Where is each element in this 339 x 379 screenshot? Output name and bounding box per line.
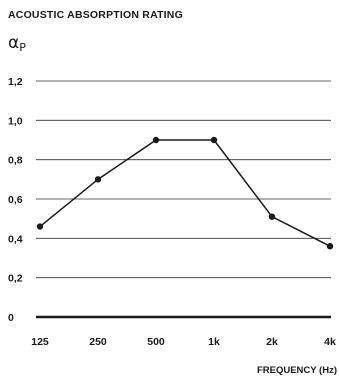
grid-lines <box>36 80 331 319</box>
y-tick-label: 1,2 <box>8 76 23 88</box>
data-point <box>268 213 276 220</box>
x-tick-label: 250 <box>89 336 107 348</box>
y-tick-label: 0,8 <box>8 155 23 167</box>
x-axis-label: FREQUENCY (Hz) <box>257 365 337 376</box>
data-point <box>152 136 160 144</box>
x-tick-label: 1k <box>208 336 220 348</box>
y-tick-label: 0,6 <box>8 194 23 206</box>
data-point <box>210 136 218 144</box>
x-tick-label: 125 <box>31 336 49 348</box>
y-tick-label: 0,4 <box>8 233 23 245</box>
x-tick-label: 500 <box>147 336 165 348</box>
y-tick-label: 0 <box>8 312 14 324</box>
y-axis-unit-main: α <box>8 33 19 53</box>
y-tick-label: 1,0 <box>8 115 23 127</box>
chart-title: ACOUSTIC ABSORPTION RATING <box>8 9 183 21</box>
y-axis-unit-sub: P <box>19 41 26 54</box>
series-line <box>39 139 331 247</box>
y-axis-unit-label: αP <box>8 33 26 54</box>
y-tick-label: 0,2 <box>8 273 23 285</box>
y-axis-ticks: 0 0,2 0,4 0,6 0,8 1,0 1,2 <box>8 76 23 324</box>
data-point <box>94 176 102 183</box>
data-point <box>326 243 334 250</box>
data-point <box>36 223 44 230</box>
x-axis-ticks: 125 250 500 1k 2k 4k <box>31 336 336 348</box>
x-tick-label: 2k <box>266 336 278 348</box>
series-absorption <box>36 136 334 250</box>
x-tick-label: 4k <box>324 336 336 348</box>
